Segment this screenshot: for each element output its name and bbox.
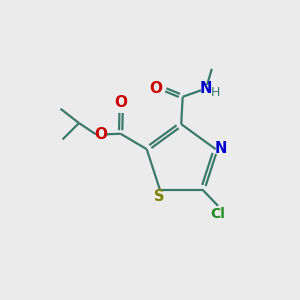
Text: S: S <box>154 189 165 204</box>
Text: Cl: Cl <box>211 207 225 221</box>
Text: N: N <box>215 141 227 156</box>
Text: N: N <box>200 81 212 96</box>
Text: H: H <box>211 86 220 99</box>
Text: O: O <box>94 127 107 142</box>
Text: O: O <box>115 95 128 110</box>
Text: O: O <box>149 81 162 96</box>
